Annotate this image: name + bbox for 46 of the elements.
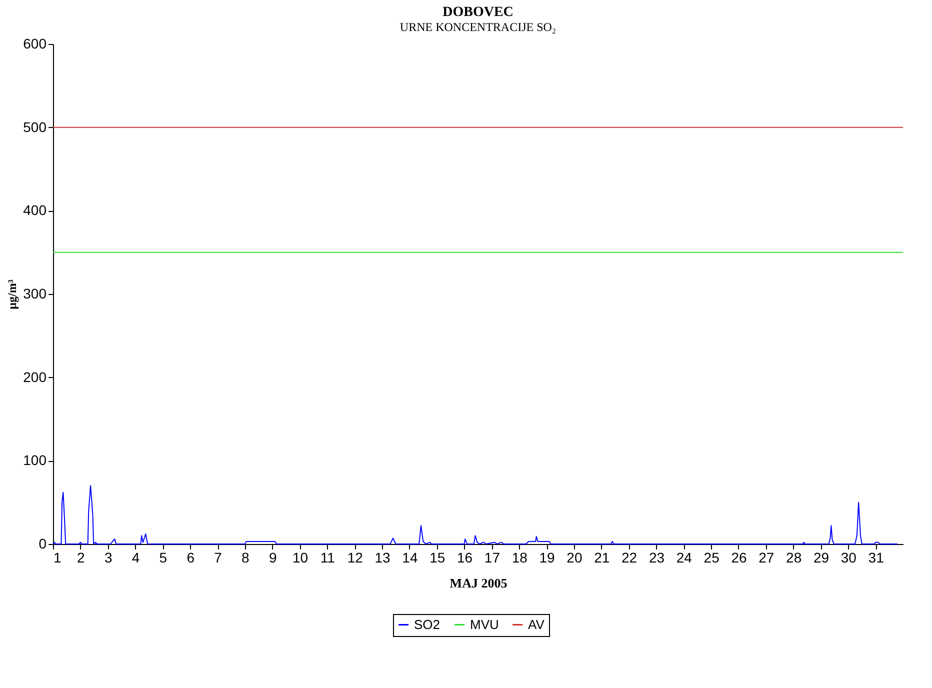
- x-tick-label: 7: [214, 550, 222, 566]
- x-tick-label: 21: [594, 550, 610, 566]
- x-tick-label: 10: [292, 550, 308, 566]
- x-tick-label: 4: [132, 550, 140, 566]
- x-tick-label: 13: [374, 550, 391, 566]
- x-tick-label: 14: [402, 550, 418, 566]
- x-tick-label: 23: [648, 550, 665, 566]
- x-tick-label: 20: [566, 550, 582, 566]
- x-tick-label: 3: [104, 550, 112, 566]
- x-tick-label: 17: [484, 550, 500, 566]
- x-tick-label: 31: [868, 550, 884, 566]
- y-tick-label: 100: [23, 452, 47, 468]
- y-tick-label: 0: [38, 536, 47, 552]
- x-tick-label: 6: [186, 550, 195, 566]
- x-tick-label: 29: [813, 550, 830, 566]
- x-tick-label: 5: [159, 550, 168, 566]
- x-tick-label: 24: [676, 550, 692, 566]
- y-axis-title: µg/m³: [5, 279, 20, 310]
- y-tick-label: 400: [23, 202, 47, 218]
- y-tick-label: 600: [23, 36, 47, 52]
- y-tick-label: 200: [23, 368, 47, 385]
- x-tick-label: 11: [320, 550, 336, 566]
- x-tick-label: 9: [268, 550, 277, 566]
- x-tick-label: 2: [77, 550, 86, 566]
- x-tick-label: 28: [786, 550, 802, 566]
- x-tick-label: 12: [347, 550, 364, 566]
- x-axis-title: MAJ 2005: [450, 576, 508, 590]
- x-tick-label: 18: [512, 550, 528, 566]
- x-tick-label: 25: [704, 550, 720, 566]
- y-tick-label: 300: [23, 286, 47, 302]
- line-series: [52, 485, 898, 544]
- x-tick-label: 8: [242, 550, 250, 566]
- legend-label: AV: [528, 616, 545, 632]
- x-tick-label: 15: [430, 550, 446, 566]
- x-tick-label: 22: [622, 550, 638, 566]
- y-tick-label: 500: [23, 118, 47, 135]
- x-tick-label: 19: [539, 550, 556, 566]
- x-tick-label: 1: [54, 550, 62, 566]
- legend-label: SO2: [414, 616, 440, 632]
- chart-subtitle: URNE KONCENTRACIJE SO₂: [400, 20, 556, 34]
- chart-title: DOBOVEC: [442, 5, 514, 20]
- x-tick-label: 16: [457, 550, 473, 566]
- x-tick-label: 30: [840, 550, 857, 566]
- x-tick-label: 26: [731, 550, 747, 566]
- legend-label: MVU: [470, 616, 499, 632]
- x-tick-label: 27: [758, 550, 774, 566]
